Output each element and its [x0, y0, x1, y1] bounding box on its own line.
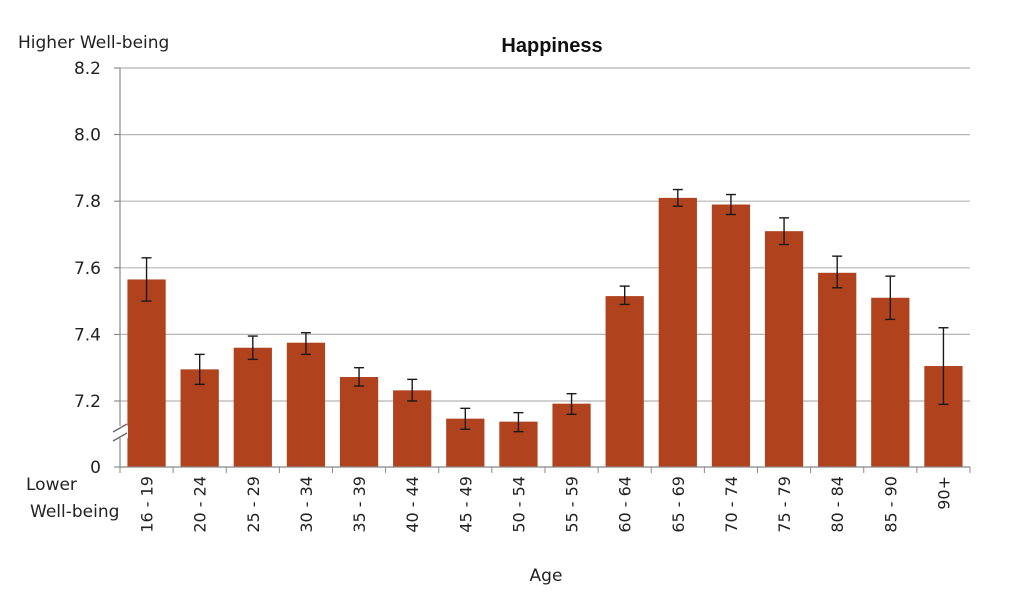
bar	[764, 231, 804, 467]
x-tick-label: 85 - 90	[881, 476, 900, 533]
x-tick-label: 35 - 39	[350, 476, 369, 533]
error-bar	[513, 411, 524, 433]
error-bar	[300, 332, 311, 356]
bar	[393, 390, 432, 467]
x-tick-label: 55 - 59	[563, 476, 582, 533]
x-axis-label: Age	[530, 566, 563, 586]
error-bar	[885, 275, 896, 321]
bars	[127, 197, 963, 467]
error-bar	[779, 217, 790, 246]
x-tick-label: 70 - 74	[722, 476, 741, 533]
bar	[233, 347, 272, 467]
error-bars	[141, 188, 949, 433]
bar	[127, 279, 166, 467]
x-tick-label: 45 - 49	[456, 476, 475, 533]
axes	[112, 68, 971, 473]
error-bar	[460, 407, 471, 431]
error-bar	[407, 378, 418, 402]
y-tick-label: 7.2	[74, 392, 101, 412]
bar	[818, 272, 857, 467]
y-axis-label-bottom-line1: Lower	[26, 475, 77, 495]
x-tick-label: 16 - 19	[138, 476, 157, 533]
x-tick-label: 65 - 69	[669, 476, 688, 533]
bar	[871, 297, 910, 467]
bar	[180, 369, 219, 467]
error-bar	[194, 353, 205, 386]
chart-title: Happiness	[501, 35, 602, 57]
y-tick-label: 8.0	[74, 126, 101, 146]
error-bar	[725, 193, 736, 216]
x-tick-label: 80 - 84	[828, 476, 847, 533]
x-tick-label: 75 - 79	[775, 476, 794, 533]
x-tick-label: 60 - 64	[616, 476, 635, 533]
x-tick-label: 50 - 54	[509, 476, 528, 533]
axis-break-marker	[112, 423, 128, 442]
y-tick-label: 7.8	[74, 192, 101, 212]
y-tick-label-zero: 0	[90, 458, 101, 478]
x-tick-label: 30 - 34	[297, 476, 316, 533]
error-bar	[832, 255, 843, 289]
x-tick-label: 20 - 24	[191, 476, 210, 533]
x-tick-label: 90+	[934, 476, 953, 510]
y-tick-label: 7.4	[74, 325, 101, 345]
error-bar	[354, 367, 365, 387]
y-axis-label-top: Higher Well-being	[18, 33, 169, 53]
bar	[286, 342, 326, 467]
error-bar	[566, 392, 577, 416]
y-tick-label: 7.6	[74, 259, 101, 279]
grid-lines	[114, 67, 970, 402]
x-tick-label: 25 - 29	[244, 476, 263, 533]
error-bar	[619, 285, 630, 306]
error-bar	[672, 188, 683, 207]
bar	[339, 377, 379, 467]
bar	[711, 204, 751, 467]
x-tick-labels: 16 - 19 20 - 24 25 - 29 30 - 34 35 - 39 40 - …	[138, 476, 954, 533]
x-tick-label: 40 - 44	[403, 476, 422, 533]
y-axis-label-bottom-line2: Well-being	[30, 502, 119, 522]
error-bar	[938, 327, 949, 406]
y-tick-label: 8.2	[74, 59, 101, 79]
error-bar	[247, 335, 258, 361]
y-tick-labels: 7.2 7.4 7.6 7.8 8.0 8.2 0	[74, 59, 101, 478]
error-bar	[141, 257, 152, 302]
bar	[605, 296, 644, 467]
bar	[658, 197, 697, 467]
